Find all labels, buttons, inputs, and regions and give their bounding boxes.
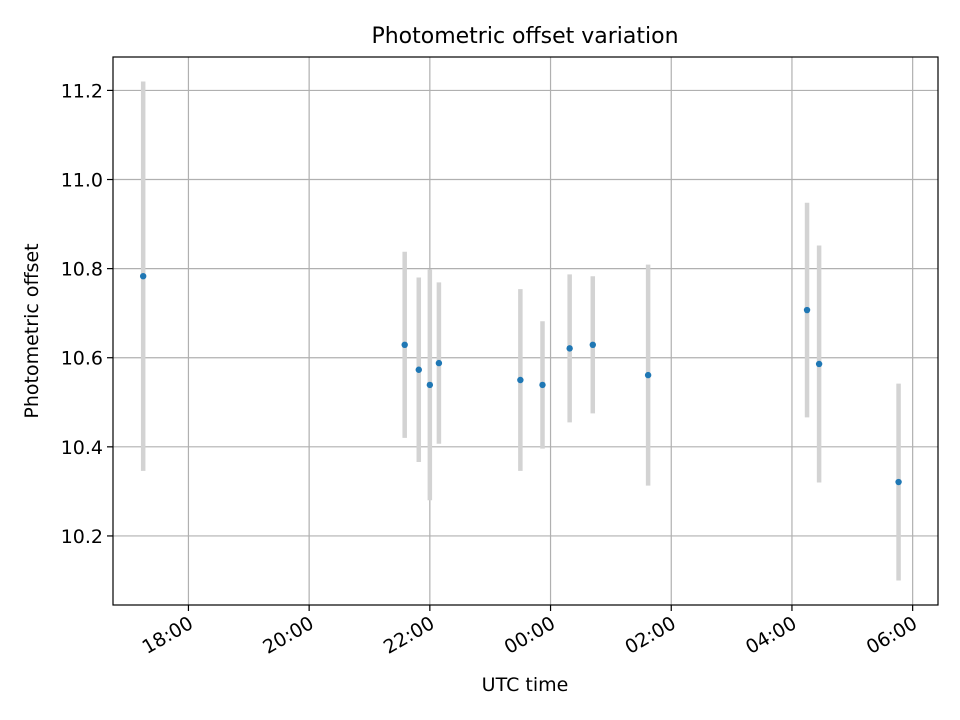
data-point [589, 341, 596, 349]
y-tick-label: 10.4 [61, 437, 103, 459]
data-point [415, 366, 422, 373]
chart-title: Photometric offset variation [371, 24, 678, 49]
y-tick-label: 10.2 [61, 526, 103, 548]
data-point [566, 345, 573, 352]
data-point [435, 359, 443, 367]
y-tick-label: 10.6 [61, 348, 103, 370]
y-tick-label: 11.0 [61, 170, 103, 192]
plot-frame [112, 56, 939, 606]
plot-area [113, 57, 938, 605]
x-axis-label: UTC time [482, 674, 569, 696]
data-points [139, 273, 902, 486]
y-axis-label: Photometric offset [21, 243, 43, 418]
y-tick-label: 11.2 [61, 80, 103, 102]
data-point [644, 371, 652, 379]
data-point [139, 273, 147, 280]
data-point [895, 478, 902, 486]
grid [113, 57, 938, 605]
data-point [517, 376, 524, 384]
data-point [803, 306, 811, 314]
data-point [426, 381, 434, 389]
data-point [815, 360, 823, 368]
y-tick-label: 10.8 [61, 259, 103, 281]
y-axis-ticks: 10.2 10.4 10.6 10.8 11.0 11.2 [61, 80, 113, 548]
data-point [539, 381, 546, 389]
data-point [401, 341, 408, 349]
